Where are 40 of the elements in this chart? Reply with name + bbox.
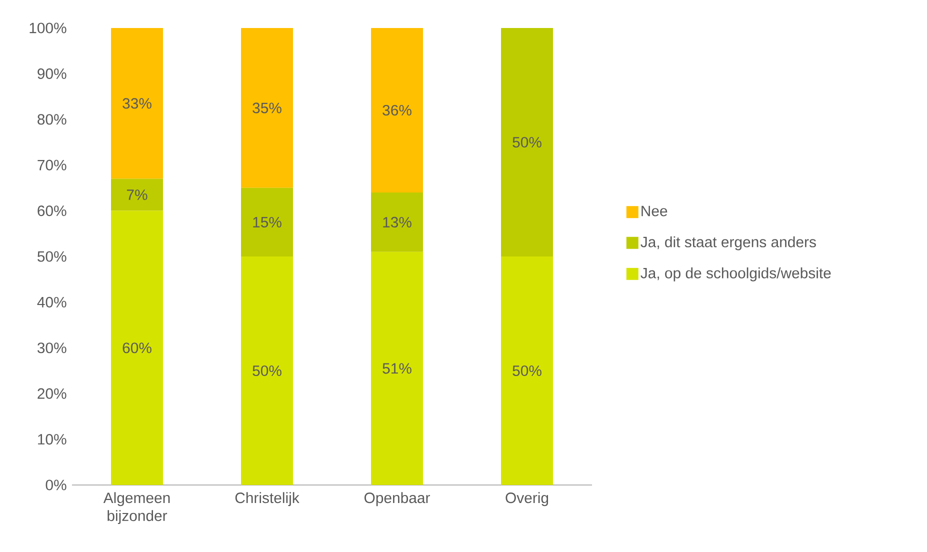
- data-label: 50%: [512, 365, 542, 376]
- bar: [241, 28, 294, 188]
- y-tick-label: 0%: [46, 480, 66, 490]
- y-tick-label: 80%: [38, 114, 66, 125]
- data-label: 50%: [512, 136, 542, 148]
- bar: [111, 178, 164, 211]
- data-label: 33%: [122, 98, 152, 109]
- y-tick-label: 20%: [38, 388, 66, 399]
- y-tick-label: 70%: [38, 160, 66, 170]
- bar: [241, 256, 294, 485]
- bar: [371, 252, 424, 485]
- data-label: 51%: [382, 363, 412, 374]
- y-tick-label: 30%: [37, 342, 66, 354]
- bar: [111, 210, 164, 485]
- legend-label: Ja, op de schoolgids/website: [640, 267, 831, 282]
- bar: [241, 188, 294, 256]
- data-label: 60%: [122, 342, 152, 354]
- bar: [501, 28, 554, 256]
- data-label: 35%: [252, 102, 282, 114]
- data-label: 13%: [383, 216, 412, 228]
- bar: [371, 192, 424, 252]
- bar: [501, 256, 554, 485]
- x-tick-label: Openbaar: [364, 492, 430, 506]
- data-label: 36%: [382, 104, 412, 116]
- legend-label: Nee: [642, 206, 668, 216]
- data-label: 15%: [253, 216, 282, 228]
- data-label: 7%: [126, 190, 148, 200]
- legend-label: Ja, dit staat ergens anders: [640, 236, 816, 250]
- x-tick-label: Christelijk: [235, 492, 300, 506]
- x-tick-label: Algemeen bijzonder: [103, 492, 170, 524]
- y-tick-label: 50%: [38, 251, 66, 262]
- x-tick-label: Overig: [506, 492, 548, 506]
- y-tick-label: 40%: [37, 296, 66, 308]
- y-tick-label: 10%: [38, 434, 66, 445]
- bar: [111, 28, 164, 179]
- y-tick-label: 60%: [38, 205, 66, 216]
- bar: [371, 28, 424, 193]
- y-tick-label: 100%: [30, 22, 66, 34]
- y-tick-label: 90%: [38, 68, 66, 79]
- data-label: 50%: [252, 365, 282, 376]
